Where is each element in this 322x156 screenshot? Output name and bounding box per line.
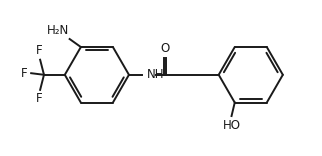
Text: F: F (36, 92, 43, 105)
Text: F: F (21, 67, 28, 80)
Text: H₂N: H₂N (46, 24, 69, 37)
Text: HO: HO (223, 119, 241, 132)
Text: NH: NH (147, 68, 164, 81)
Text: F: F (36, 44, 43, 57)
Text: O: O (161, 42, 170, 55)
